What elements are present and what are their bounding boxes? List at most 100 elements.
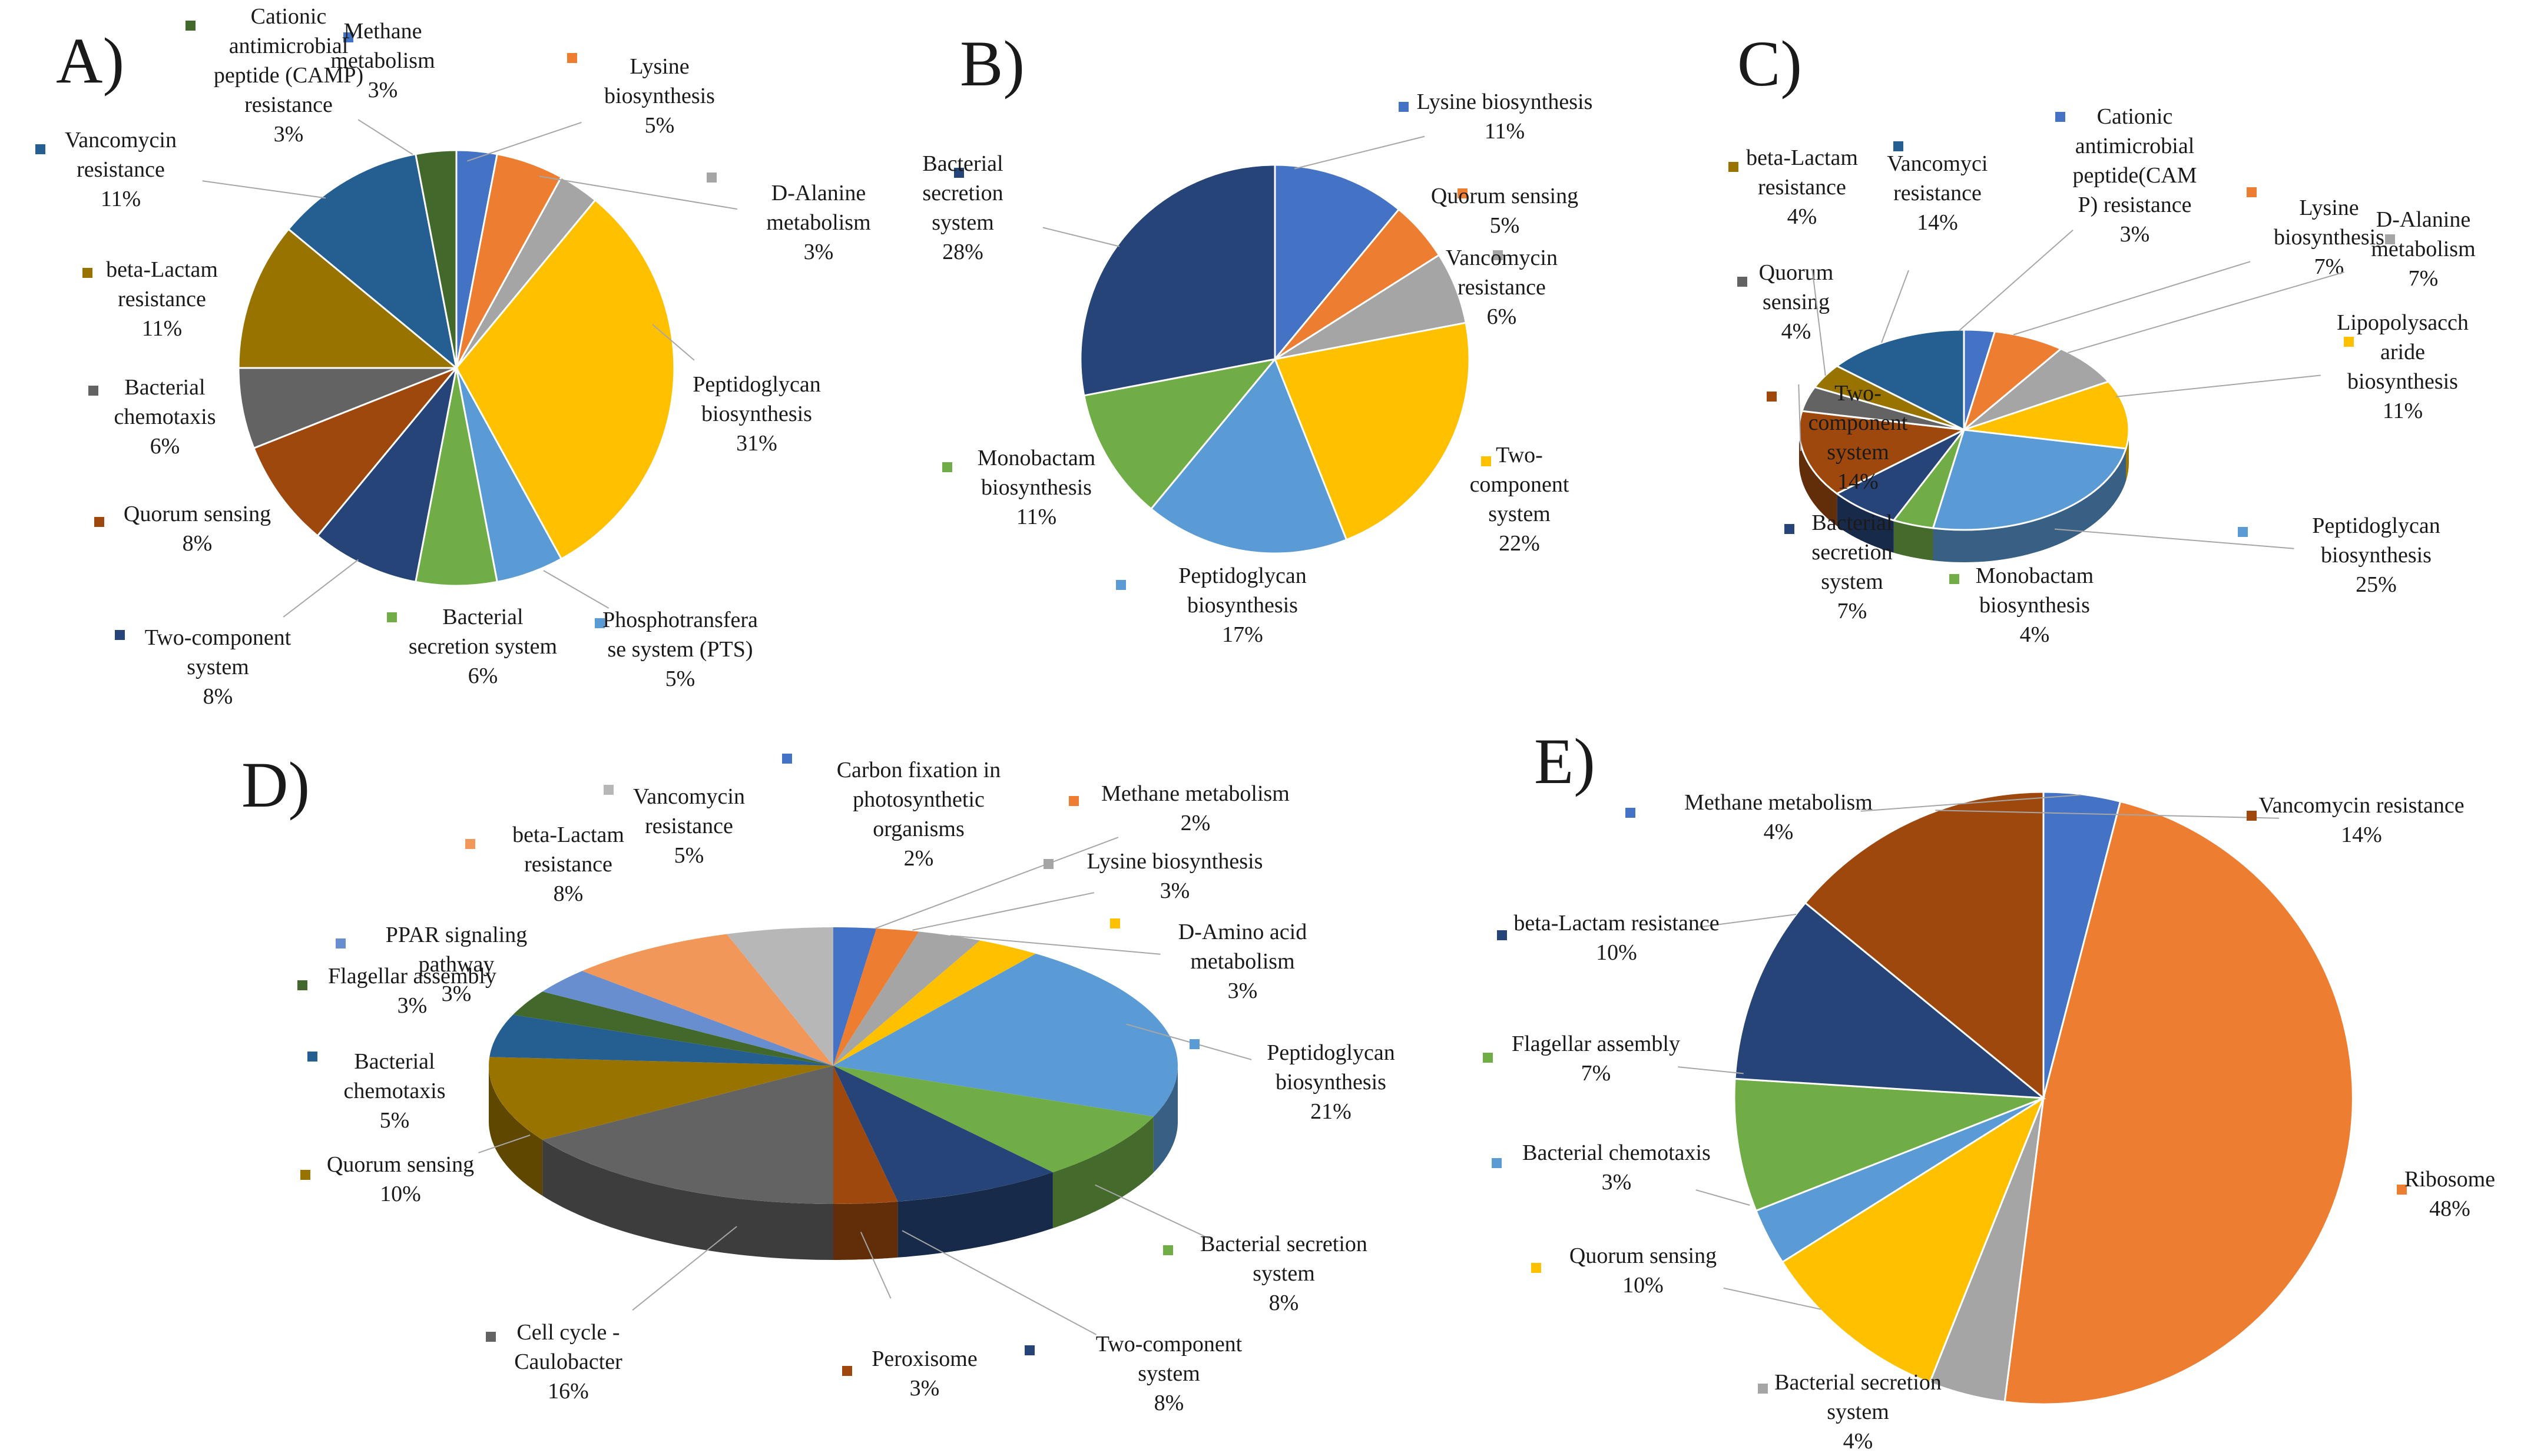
legend-marker — [1483, 1053, 1493, 1063]
data-label-ppar-signaling-pathway: PPAR signaling pathway 3% — [386, 923, 527, 1006]
legend-marker — [1728, 162, 1738, 172]
data-label-line: metabolism — [1190, 949, 1294, 974]
pie-slice-two-component-system — [1273, 321, 1470, 541]
pie-slice-d-amino-acid-metabolism — [833, 940, 1036, 1066]
leader-line — [860, 1232, 892, 1299]
pie-slice-peptidoglycan-biosynthesis — [455, 198, 675, 560]
data-label-methane-metabolism: Methane metabolism 2% — [1101, 781, 1290, 835]
data-label-line: peptide (CAMP) — [214, 63, 363, 88]
legend-marker — [1025, 1345, 1035, 1355]
leader-line — [467, 121, 582, 162]
leader-line — [1294, 135, 1425, 170]
data-label-line: biosynthesis — [1187, 593, 1298, 618]
data-label-line: Cell cycle - — [516, 1320, 620, 1345]
data-label-line: 14% — [2341, 822, 2382, 847]
legend-marker — [1493, 250, 1503, 260]
legend-marker — [842, 1366, 852, 1376]
pie-slice-bacterial-chemotaxis — [489, 1014, 833, 1066]
data-label-methane-metabolism: Methane metabolism 4% — [1684, 790, 1873, 844]
pie-slice-vancomycin-resistance — [1274, 254, 1467, 360]
data-label-line: Two- — [1834, 381, 1882, 406]
legend-marker — [2385, 234, 2395, 244]
data-label-line: 6% — [468, 664, 498, 688]
data-label-lysine-biosynthesis: Lysine biosynthesis 3% — [1087, 849, 1263, 903]
leader-line — [652, 324, 695, 361]
data-label-beta-lactam-resistance: beta-Lactam resistance 8% — [512, 822, 624, 906]
data-label-line: D-Amino acid — [1178, 920, 1307, 944]
data-label-line: PPAR signaling — [386, 923, 527, 947]
data-label-line: 28% — [942, 240, 983, 264]
data-label-line: Caulobacter — [514, 1349, 622, 1374]
legend-marker — [2247, 811, 2257, 821]
data-label-line: Flagellar assembly — [328, 964, 496, 989]
data-label-vancomycin-resistance: Vancomycin resistance 6% — [1446, 246, 1558, 329]
data-label-phosphotransferase-system-pts: Phosphotransfera se system (PTS) 5% — [602, 608, 758, 691]
pie-slice-cell-cycle-caulobacter — [542, 1066, 833, 1204]
pie-slice-bacterial-chemotaxis — [237, 367, 457, 450]
leader-line — [1095, 1184, 1210, 1239]
data-label-bacterial-secretion-system: Bacterial secretion system 4% — [1774, 1370, 1942, 1454]
data-label-peptidoglycan-biosynthesis: Peptidoglycan biosynthesis 25% — [2312, 513, 2440, 597]
data-label-line: resistance — [524, 852, 612, 877]
pie-slice-ppar-signaling-pathway — [542, 971, 833, 1066]
data-label-bacterial-chemotaxis: Bacterial chemotaxis 3% — [1522, 1140, 1711, 1195]
pie-chart-3: C) Cationic antimicrobial peptide(CAM P) res… — [1728, 28, 2476, 647]
pie-slice-peptidoglycan-biosynthesis — [1932, 429, 2127, 531]
data-label-line: 11% — [1485, 119, 1525, 144]
data-label-vancomycin-resistance: Vancomyci resistance 14% — [1887, 151, 1988, 235]
data-label-two-component-system: Two-component system 14% — [1808, 381, 1908, 494]
data-label-carbon-fixation-in-photosynthetic-organisms: Carbon fixation in photosynthetic organism… — [837, 758, 1001, 871]
data-label-line: antimicrobial — [229, 34, 349, 58]
data-label-line: system — [1138, 1361, 1200, 1386]
data-label-two-component-system: Two-component system 8% — [145, 625, 292, 709]
data-label-line: Vancomycin — [633, 784, 745, 809]
pie-slice-two-component-system — [316, 367, 458, 583]
legend-marker — [336, 938, 346, 948]
legend-marker — [595, 618, 605, 628]
leader-line — [1935, 810, 2280, 819]
panel-letter: A) — [56, 25, 124, 97]
legend-marker — [387, 612, 397, 622]
pie-slice-peptidoglycan-biosynthesis — [1150, 357, 1348, 555]
pie-slice-ribosome — [2003, 800, 2354, 1405]
data-label-line: organisms — [873, 817, 965, 841]
data-label-line: Peptidoglycan — [1178, 563, 1306, 588]
pie-slice-beta-lactam-resistance — [1734, 901, 2046, 1099]
data-label-line: 10% — [1622, 1273, 1664, 1298]
pie-slice-side-peroxisome — [833, 1201, 898, 1260]
data-label-line: beta-Lactam — [106, 257, 218, 282]
leader-line — [1958, 229, 2073, 331]
data-label-two-component-system: Two-component system 22% — [1470, 443, 1569, 556]
data-label-line: 31% — [736, 431, 777, 456]
leader-line — [1698, 914, 1797, 928]
data-label-line: Cationic — [251, 4, 327, 29]
data-label-line: resistance — [77, 157, 165, 182]
data-label-line: beta-Lactam resistance — [1513, 911, 1719, 936]
data-label-flagellar-assembly: Flagellar assembly 3% — [328, 964, 496, 1018]
data-label-line: se system (PTS) — [608, 637, 753, 662]
leader-line — [539, 175, 738, 210]
data-label-line: secretion system — [409, 634, 557, 659]
data-label-monobactam-biosynthesis: Monobactam biosynthesis 4% — [1976, 563, 2094, 647]
pie-chart-4: D) Carbon fixation in photosynthetic organi… — [241, 749, 1395, 1415]
data-label-vancomycin-resistance: Vancomycin resistance 11% — [65, 128, 177, 211]
pie-slice-peptidoglycan-biosynthesis — [833, 953, 1178, 1117]
legend-marker — [1163, 1245, 1173, 1255]
pie-slice-methane-metabolism — [833, 928, 919, 1066]
legend-marker — [1110, 918, 1120, 928]
data-label-line: Methane metabolism — [1101, 781, 1290, 806]
legend-marker — [942, 462, 952, 472]
data-label-line: system — [187, 655, 249, 679]
pie-slice-lipopolysaccharide-biosynthesis — [1963, 380, 2130, 450]
data-label-line: 5% — [674, 843, 704, 868]
leader-line — [2054, 528, 2294, 549]
leader-line — [1042, 227, 1120, 247]
data-label-monobactam-biosynthesis: Monobactam biosynthesis 11% — [978, 446, 1096, 529]
data-label-line: 5% — [665, 666, 695, 691]
data-label-line: metabolism — [2371, 237, 2475, 261]
data-label-line: resistance — [118, 287, 206, 311]
data-label-line: antimicrobial — [2075, 134, 2195, 158]
pie-slice-bacterial-secretion-system — [833, 1066, 1154, 1173]
data-label-line: 25% — [2356, 572, 2397, 597]
legend-marker — [1767, 392, 1777, 402]
